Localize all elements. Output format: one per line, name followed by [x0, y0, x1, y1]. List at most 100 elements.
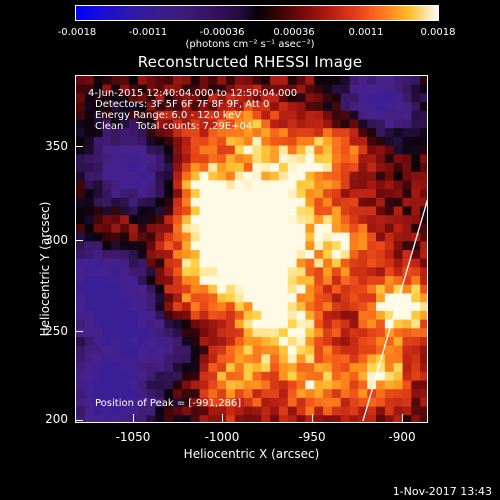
- heatmap-cell: [226, 310, 236, 321]
- heatmap-cell: [146, 232, 157, 242]
- heatmap-cell: [208, 267, 218, 277]
- heatmap-cell: [402, 223, 412, 234]
- heatmap-cell: [234, 136, 245, 147]
- heatmap-cell: [296, 389, 307, 399]
- heatmap-cell: [234, 293, 245, 303]
- heatmap-cell: [402, 397, 412, 408]
- heatmap-cell: [287, 145, 298, 155]
- solar-limb-line: [362, 199, 427, 422]
- heatmap-cell: [111, 119, 121, 129]
- heatmap-cell: [111, 406, 121, 416]
- y-tick-label: 300: [45, 233, 68, 247]
- peak-position-text: Position of Peak = [-991,286]: [95, 398, 242, 409]
- heatmap-cell: [314, 293, 324, 303]
- heatmap-cell: [402, 363, 412, 373]
- heatmap-cell: [102, 250, 112, 260]
- heatmap-cell: [296, 232, 307, 242]
- heatmap-cell: [393, 354, 404, 364]
- heatmap-cell: [358, 241, 368, 251]
- heatmap-cell: [323, 197, 333, 208]
- heatmap-cell: [376, 389, 386, 399]
- heatmap-cell: [314, 76, 324, 86]
- heatmap-cell: [128, 136, 139, 147]
- heatmap-cell: [217, 241, 227, 251]
- heatmap-cell: [102, 93, 112, 103]
- heatmap-cell: [243, 250, 254, 260]
- heatmap-cell: [226, 258, 236, 268]
- heatmap-cell: [287, 354, 298, 364]
- heatmap-cell: [137, 102, 148, 112]
- heatmap-cell: [296, 241, 307, 251]
- heatmap-cell: [217, 171, 227, 181]
- heatmap-cell: [349, 406, 359, 416]
- heatmap-cell: [76, 371, 86, 382]
- heatmap-cell: [358, 145, 368, 155]
- heatmap-cell: [278, 258, 289, 268]
- heatmap-cell: [314, 189, 324, 199]
- heatmap-cell: [181, 136, 192, 147]
- heatmap-cell: [305, 119, 315, 129]
- heatmap-cell: [296, 154, 307, 164]
- heatmap-cell: [376, 171, 386, 181]
- heatmap-cell: [305, 102, 315, 112]
- heatmap-cell: [173, 276, 183, 286]
- heatmap-cell: [243, 363, 254, 373]
- heatmap-cell: [278, 319, 289, 329]
- heatmap-cell: [76, 102, 86, 112]
- heatmap-cell: [243, 163, 254, 173]
- heatmap-cell: [367, 232, 377, 242]
- heatmap-cell: [331, 93, 342, 103]
- heatmap-cell: [173, 189, 183, 199]
- heatmap-cell: [402, 119, 412, 129]
- heatmap-cell: [120, 76, 130, 86]
- heatmap-cell: [296, 371, 307, 382]
- heatmap-cell: [102, 415, 112, 422]
- heatmap-cell: [137, 258, 148, 268]
- heatmap-cell: [84, 145, 95, 155]
- heatmap-cell: [181, 171, 192, 181]
- heatmap-cell: [411, 380, 421, 390]
- heatmap-cell: [384, 293, 395, 303]
- heatmap-cell: [93, 110, 104, 121]
- heatmap-cell: [367, 241, 377, 251]
- heatmap-cell: [278, 189, 289, 199]
- heatmap-cell: [146, 180, 157, 190]
- heatmap-cell: [181, 250, 192, 260]
- heatmap-cell: [376, 328, 386, 338]
- heatmap-cell: [208, 258, 218, 268]
- heatmap-cell: [420, 232, 427, 242]
- heatmap-cell: [393, 119, 404, 129]
- heatmap-cell: [199, 302, 209, 312]
- heatmap-cell: [234, 145, 245, 155]
- heatmap-cell: [296, 406, 307, 416]
- heatmap-cell: [393, 389, 404, 399]
- heatmap-cell: [111, 363, 121, 373]
- heatmap-cell: [331, 189, 342, 199]
- heatmap-cell: [252, 189, 262, 199]
- heatmap-cell: [111, 180, 121, 190]
- heatmap-cell: [402, 380, 412, 390]
- heatmap-cell: [146, 415, 157, 422]
- heatmap-cell: [181, 84, 192, 94]
- heatmap-cell: [393, 415, 404, 422]
- heatmap-cell: [367, 397, 377, 408]
- heatmap-cell: [367, 119, 377, 129]
- heatmap-cell: [358, 328, 368, 338]
- heatmap-cell: [376, 189, 386, 199]
- heatmap-cell: [226, 293, 236, 303]
- heatmap-cell: [358, 84, 368, 94]
- heatmap-cell: [349, 319, 359, 329]
- heatmap-cell: [76, 293, 86, 303]
- heatmap-cell: [376, 128, 386, 138]
- heatmap-cell: [358, 110, 368, 121]
- heatmap-cell: [226, 93, 236, 103]
- heatmap-cell: [217, 328, 227, 338]
- heatmap-cell: [181, 363, 192, 373]
- heatmap-cell: [137, 84, 148, 94]
- heatmap-cell: [217, 319, 227, 329]
- heatmap-cell: [411, 76, 421, 86]
- heatmap-cell: [340, 119, 351, 129]
- heatmap-cell: [384, 93, 395, 103]
- heatmap-cell: [217, 197, 227, 208]
- heatmap-cell: [402, 241, 412, 251]
